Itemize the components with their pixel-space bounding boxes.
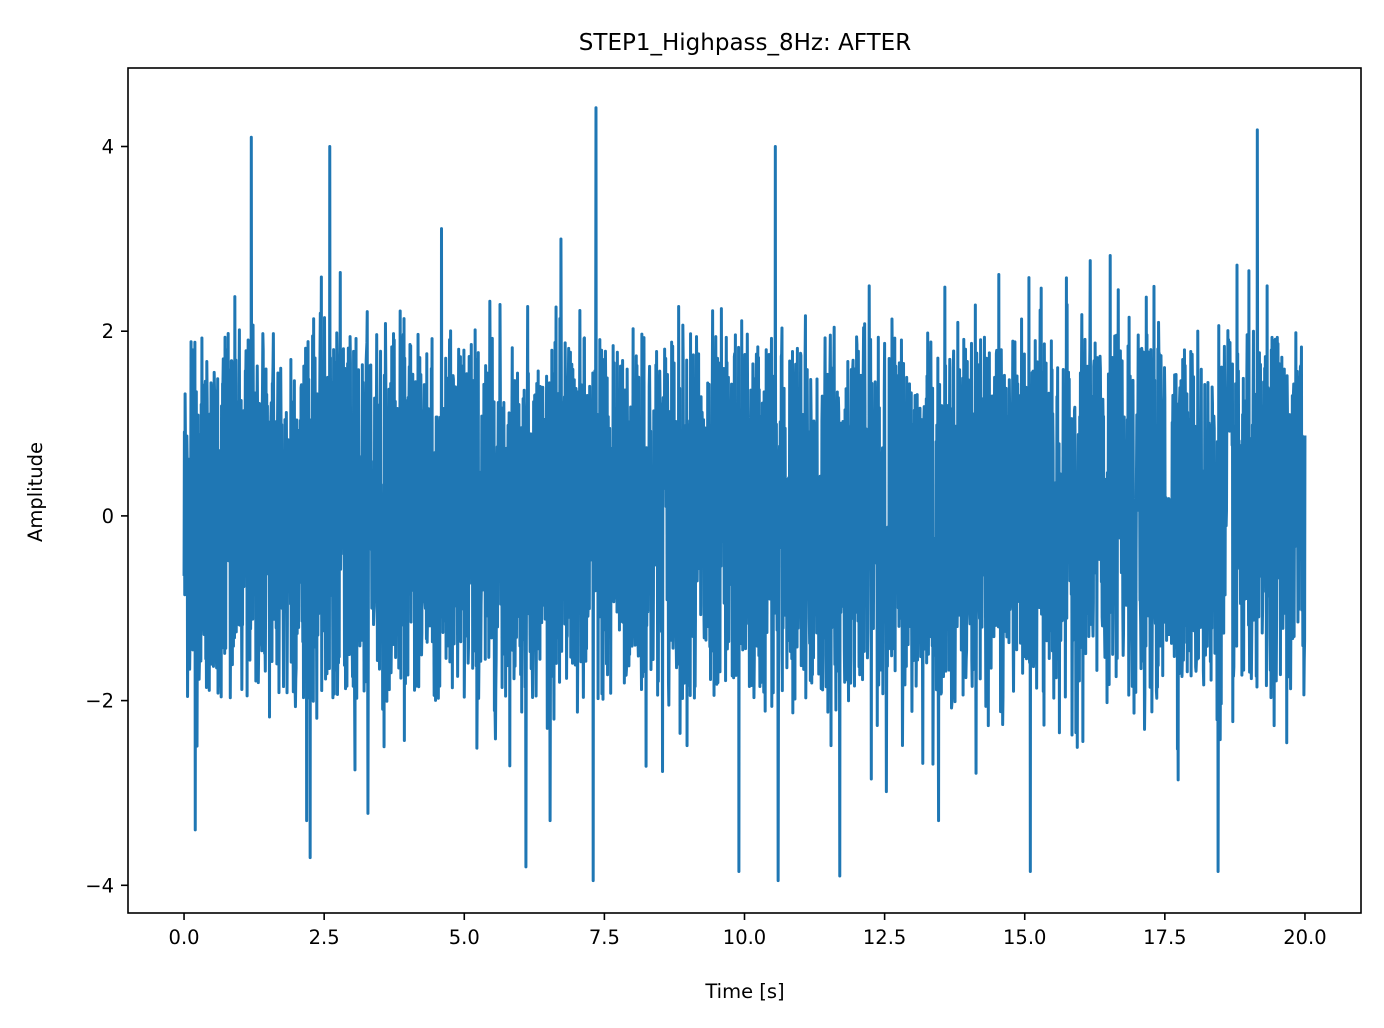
x-tick-label: 2.5 (309, 926, 340, 949)
x-axis: 0.0 2.5 5.0 7.5 10.0 12.5 15.0 17.5 20.0 (169, 913, 1327, 949)
y-axis: 4 2 0 −2 −4 (85, 135, 128, 897)
x-tick-label: 10.0 (723, 926, 766, 949)
y-tick-label: −4 (85, 874, 114, 897)
y-tick-label: 0 (102, 505, 114, 528)
x-tick-label: 5.0 (449, 926, 480, 949)
chart-title: STEP1_Highpass_8Hz: AFTER (579, 30, 911, 56)
series-line (182, 106, 1307, 883)
x-tick-label: 7.5 (589, 926, 620, 949)
y-tick-label: −2 (85, 690, 114, 713)
x-tick-label: 15.0 (1003, 926, 1046, 949)
x-axis-label: Time [s] (704, 980, 784, 1003)
x-tick-label: 20.0 (1283, 926, 1326, 949)
x-tick-label: 12.5 (863, 926, 906, 949)
y-axis-label: Amplitude (24, 442, 47, 542)
y-tick-label: 4 (102, 135, 114, 158)
y-tick-label: 2 (102, 320, 114, 343)
series-line-path (182, 106, 1307, 883)
x-tick-label: 0.0 (169, 926, 200, 949)
x-tick-label: 17.5 (1143, 926, 1186, 949)
